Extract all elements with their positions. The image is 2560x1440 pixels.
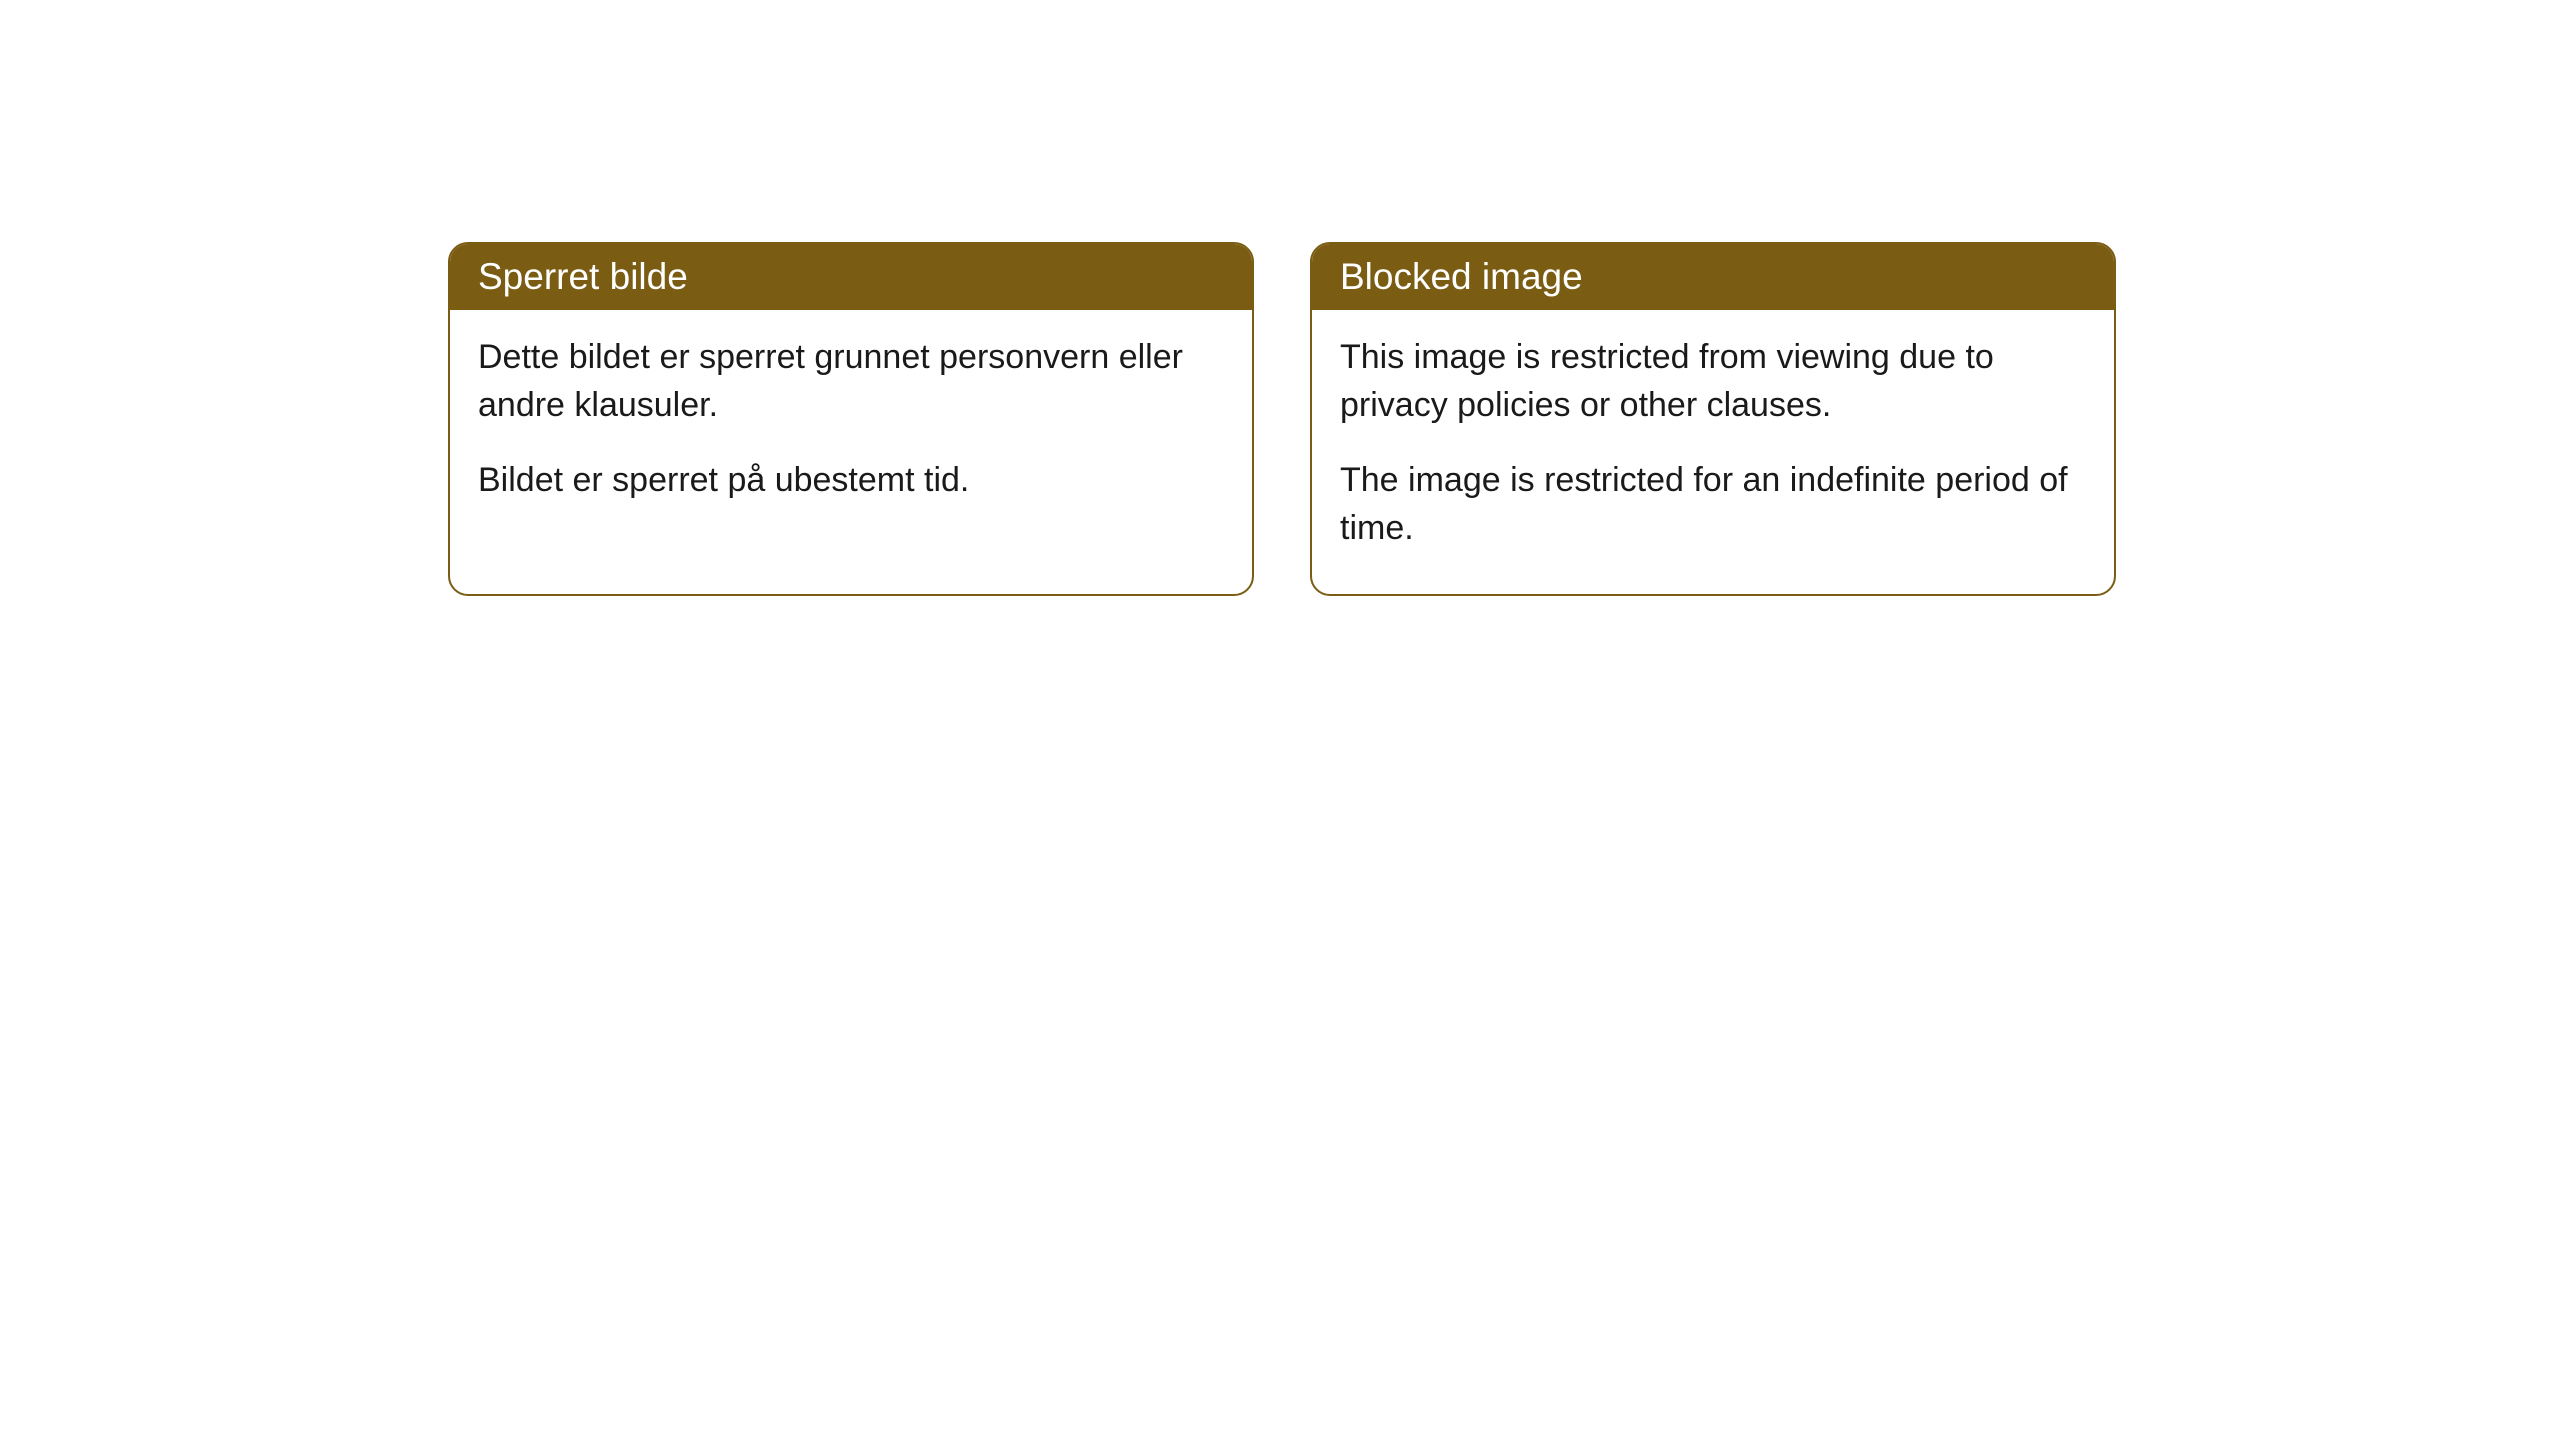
card-paragraph-2-english: The image is restricted for an indefinit…	[1340, 457, 2086, 552]
card-body-norwegian: Dette bildet er sperret grunnet personve…	[450, 310, 1252, 547]
card-header-norwegian: Sperret bilde	[450, 244, 1252, 310]
card-paragraph-1-norwegian: Dette bildet er sperret grunnet personve…	[478, 334, 1224, 429]
card-body-english: This image is restricted from viewing du…	[1312, 310, 2114, 594]
cards-container: Sperret bilde Dette bildet er sperret gr…	[448, 242, 2116, 596]
card-paragraph-2-norwegian: Bildet er sperret på ubestemt tid.	[478, 457, 1224, 505]
blocked-image-card-norwegian: Sperret bilde Dette bildet er sperret gr…	[448, 242, 1254, 596]
blocked-image-card-english: Blocked image This image is restricted f…	[1310, 242, 2116, 596]
card-paragraph-1-english: This image is restricted from viewing du…	[1340, 334, 2086, 429]
card-header-english: Blocked image	[1312, 244, 2114, 310]
